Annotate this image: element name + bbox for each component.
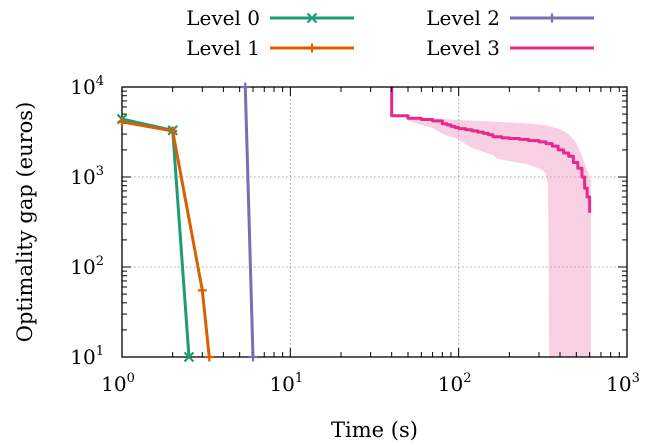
- marker-layer: [116, 82, 258, 363]
- x-tick-label: 100: [101, 371, 135, 396]
- y-tick-label: 104: [70, 74, 104, 99]
- x-tick-label: 102: [438, 371, 472, 396]
- plot-frame: [121, 86, 628, 358]
- legend-marker-2: [547, 13, 557, 23]
- legend-label-3: Level 3: [426, 36, 500, 60]
- x-tick-label-base: 10: [606, 372, 631, 396]
- y-tick-label-base: 10: [70, 75, 95, 99]
- y-tick-label: 101: [70, 344, 104, 369]
- y-tick-label-exponent: 2: [96, 254, 104, 269]
- series-line-1: [122, 120, 211, 357]
- legend: Level 0 Level 1 Level 2 Level 3: [186, 6, 594, 60]
- data-point-s1-1: [168, 126, 178, 136]
- y-tick-label: 103: [70, 164, 104, 189]
- series-line-0: [122, 117, 191, 357]
- x-tick-label-base: 10: [438, 372, 463, 396]
- series-line-2: [243, 87, 255, 357]
- x-tick-label-base: 10: [269, 372, 294, 396]
- x-tick-label-base: 10: [101, 372, 126, 396]
- x-axis-title: Time (s): [331, 418, 418, 442]
- legend-marker-1: [307, 43, 317, 53]
- x-tick-label-exponent: 2: [463, 371, 471, 386]
- legend-label-0: Level 0: [186, 6, 260, 30]
- legend-label-1: Level 1: [186, 36, 260, 60]
- y-tick-label-exponent: 4: [96, 74, 104, 89]
- y-tick-label-exponent: 1: [96, 344, 104, 359]
- x-tick-label-exponent: 0: [127, 371, 135, 386]
- x-tick-label: 101: [269, 371, 303, 396]
- data-point-s1-0: [117, 117, 127, 127]
- confidence-band-layer: [391, 87, 591, 357]
- y-tick-label-base: 10: [70, 255, 95, 279]
- legend-label-2: Level 2: [426, 6, 500, 30]
- grid-layer: [122, 87, 627, 357]
- y-tick-label: 102: [70, 254, 104, 279]
- data-point-s2-0: [240, 82, 250, 92]
- x-tick-label: 103: [606, 371, 640, 396]
- data-point-s1-2: [197, 285, 207, 295]
- series-line-3: [390, 87, 592, 213]
- data-point-s0-2: [183, 351, 195, 363]
- x-tick-label-exponent: 1: [295, 371, 303, 386]
- y-tick-label-base: 10: [70, 345, 95, 369]
- y-tick-label-exponent: 3: [96, 164, 104, 179]
- legend-marker-0: [306, 12, 318, 24]
- data-point-s1-3: [204, 352, 214, 362]
- y-tick-label-base: 10: [70, 165, 95, 189]
- y-axis-title: Optimality gap (euros): [13, 102, 37, 343]
- series-band-3: [391, 87, 591, 357]
- x-tick-label-exponent: 3: [632, 371, 640, 386]
- data-point-s2-1: [248, 352, 258, 362]
